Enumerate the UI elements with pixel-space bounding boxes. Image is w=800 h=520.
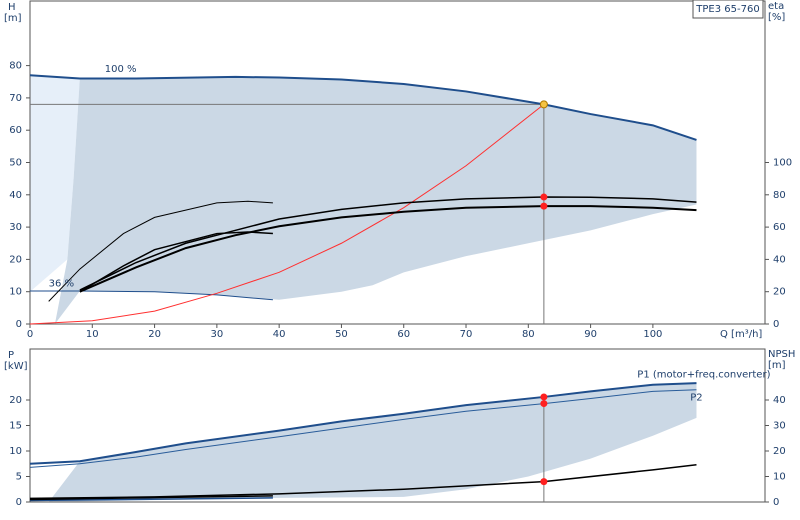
- operating-point: [540, 202, 548, 210]
- y-tick-label: 40: [9, 190, 22, 201]
- y-tick-label: 15: [9, 421, 22, 432]
- y2-axis-label: NPSH: [768, 349, 795, 360]
- x-tick-label: 50: [335, 329, 348, 340]
- x-tick-label: 40: [273, 329, 286, 340]
- y-tick-label: 20: [9, 395, 22, 406]
- y2-axis-unit: [%]: [768, 12, 785, 23]
- operating-point: [540, 393, 548, 401]
- y2-tick-label: 0: [773, 497, 779, 508]
- x-tick-label: 30: [210, 329, 223, 340]
- y-tick-label: 0: [16, 497, 22, 508]
- x-axis-label: Q [m³/h]: [720, 329, 762, 340]
- operating-point: [539, 100, 548, 109]
- y2-tick-label: 100: [773, 158, 792, 169]
- y2-tick-label: 60: [773, 222, 786, 233]
- y2-tick-label: 40: [773, 395, 786, 406]
- y2-tick-label: 20: [773, 287, 786, 298]
- curve: [29, 74, 697, 141]
- curve: [29, 382, 697, 465]
- operating-range: [30, 75, 80, 292]
- operating-range: [54, 76, 697, 324]
- y2-tick-label: 40: [773, 254, 786, 265]
- y-tick-label: 10: [9, 287, 22, 298]
- curve: [29, 464, 697, 500]
- x-tick-label: 20: [148, 329, 161, 340]
- annotation: 36 %: [49, 279, 74, 290]
- y2-tick-label: 30: [773, 421, 786, 432]
- annotation: 100 %: [105, 64, 137, 75]
- y2-tick-label: 0: [773, 319, 779, 330]
- x-tick-label: 60: [397, 329, 410, 340]
- title-box: [692, 0, 764, 19]
- curve: [48, 200, 273, 302]
- y2-axis-label: eta: [768, 1, 784, 12]
- curve: [29, 389, 697, 468]
- x-tick-label: 0: [27, 329, 33, 340]
- y-tick-label: 60: [9, 125, 22, 136]
- y-tick-label: 50: [9, 158, 22, 169]
- annotation: P1 (motor+freq.converter): [637, 370, 770, 381]
- y-tick-label: 30: [9, 222, 22, 233]
- y2-tick-label: 10: [773, 472, 786, 483]
- operating-point: [540, 193, 548, 201]
- y2-tick-label: 80: [773, 190, 786, 201]
- curve: [30, 290, 273, 301]
- y-axis-unit: [m]: [4, 13, 22, 24]
- x-tick-label: 70: [460, 329, 473, 340]
- y2-tick-label: 20: [773, 446, 786, 457]
- operating-range: [48, 383, 697, 502]
- y-tick-label: 10: [9, 446, 22, 457]
- curve: [79, 196, 697, 291]
- x-tick-label: 80: [522, 329, 535, 340]
- y-tick-label: 70: [9, 93, 22, 104]
- x-tick-label: 90: [584, 329, 597, 340]
- y-axis-label: P: [8, 350, 14, 361]
- operating-point: [540, 400, 548, 408]
- x-tick-label: 10: [86, 329, 99, 340]
- curve: [29, 497, 273, 502]
- operating-point: [540, 478, 548, 486]
- y-axis-unit: [kW]: [4, 361, 28, 372]
- chart-title: TPE3 65-760: [695, 4, 759, 15]
- y-axis-label: H: [8, 2, 16, 13]
- annotation: P2: [690, 392, 702, 403]
- y2-axis-unit: [m]: [768, 360, 786, 371]
- curve: [29, 103, 545, 325]
- y-tick-label: 0: [16, 319, 22, 330]
- y-tick-label: 80: [9, 61, 22, 72]
- y-tick-label: 5: [16, 472, 22, 483]
- y-tick-label: 20: [9, 254, 22, 265]
- curve: [79, 205, 697, 293]
- x-tick-label: 100: [643, 329, 662, 340]
